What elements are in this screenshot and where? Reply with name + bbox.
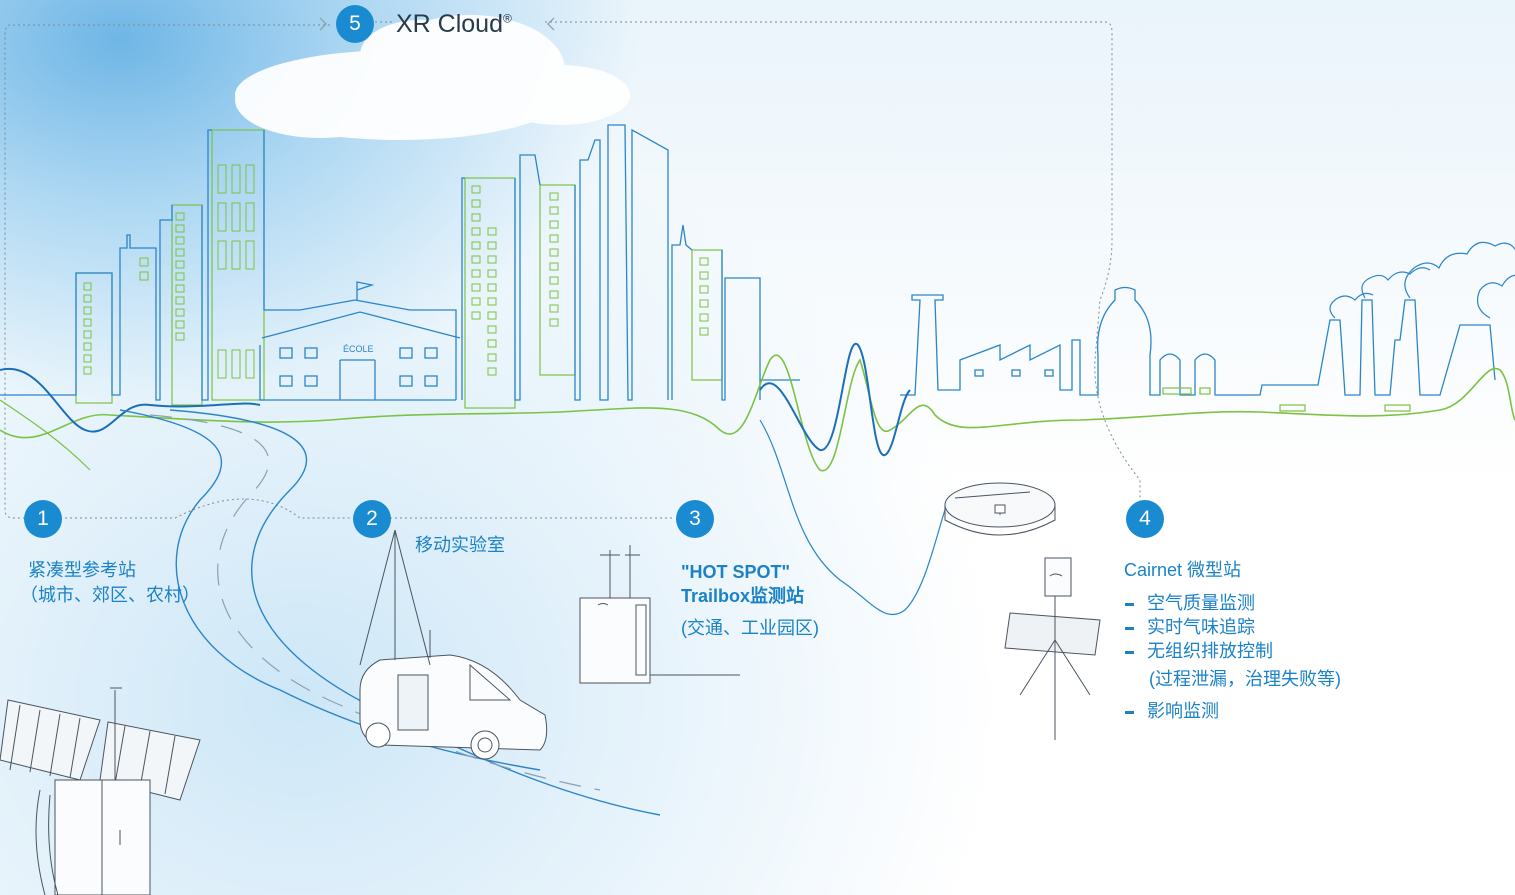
reference-station-drawing <box>0 687 201 895</box>
blue-thin-wave <box>759 419 949 616</box>
badge-5: 5 <box>336 5 374 43</box>
blue-skyline <box>0 124 800 401</box>
cloud-shape <box>235 15 630 140</box>
xr-cloud-title: XR Cloud® <box>396 10 512 38</box>
road-center-dashes <box>149 414 601 791</box>
badge-4: 4 <box>1126 500 1164 538</box>
feature-item: 影响监测 <box>1125 699 1341 723</box>
industrial-green-details <box>1162 387 1411 412</box>
school-label: ÉCOLE <box>343 344 374 354</box>
blue-signal-wave <box>0 367 261 433</box>
station-3-title: "HOT SPOT" <box>681 562 791 582</box>
feature-note: (过程泄漏，治理失败等) <box>1149 669 1341 689</box>
station-3-subtitle: (交通、工业园区) <box>681 618 819 638</box>
green-windows <box>83 164 709 379</box>
trailbox-station <box>579 545 740 684</box>
feature-item: 空气质量监测 <box>1125 591 1341 615</box>
feature-item: 实时气味追踪 <box>1125 615 1341 639</box>
road <box>119 409 661 816</box>
green-signal-wave <box>0 354 1515 472</box>
settling-tank <box>944 482 1056 536</box>
badge-1: 1 <box>24 500 62 538</box>
smoke-plumes <box>1329 241 1515 319</box>
badge-2: 2 <box>353 500 391 538</box>
cloud-arrows <box>319 17 555 31</box>
station-2-title: 移动实验室 <box>415 535 505 555</box>
feature-item: 无组织排放控制 <box>1125 639 1341 663</box>
station-3-title-2: Trailbox监测站 <box>681 586 805 606</box>
badge-3: 3 <box>676 500 714 538</box>
station-4-feature-list: 空气质量监测 实时气味追踪 无组织排放控制 (过程泄漏，治理失败等) 影响监测 <box>1125 591 1341 723</box>
green-tail <box>0 399 91 471</box>
station-1-subtitle: （城市、郊区、农村） <box>20 585 200 605</box>
school-windows-blue <box>279 347 438 387</box>
cairnet-microstation <box>1004 557 1101 740</box>
station-1-title: 紧凑型参考站 <box>28 560 136 580</box>
industrial-skyline <box>900 286 1496 396</box>
mobile-lab-van <box>359 529 548 760</box>
station-4-title: Cairnet 微型站 <box>1124 560 1242 580</box>
blue-signal-wave-industrial <box>759 342 911 456</box>
